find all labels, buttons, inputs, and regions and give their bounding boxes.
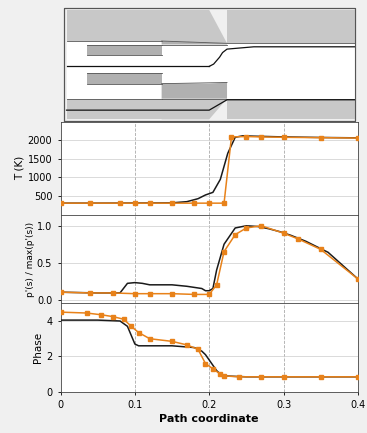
Bar	[227, 10, 355, 43]
Polygon shape	[161, 83, 227, 99]
Bar	[87, 45, 161, 55]
Y-axis label: Phase: Phase	[33, 332, 43, 363]
Bar	[227, 43, 355, 99]
Bar	[227, 99, 355, 120]
Polygon shape	[161, 41, 227, 45]
Bar	[66, 41, 161, 99]
Polygon shape	[161, 41, 227, 99]
Polygon shape	[161, 10, 227, 43]
Polygon shape	[161, 99, 227, 120]
Bar	[66, 99, 161, 120]
Y-axis label: p'(s) / max(p'(s)): p'(s) / max(p'(s))	[26, 221, 36, 297]
Bar	[87, 73, 161, 84]
Bar	[87, 55, 161, 73]
Y-axis label: T (K): T (K)	[15, 156, 25, 180]
Bar	[66, 10, 161, 41]
X-axis label: Path coordinate: Path coordinate	[159, 414, 259, 424]
